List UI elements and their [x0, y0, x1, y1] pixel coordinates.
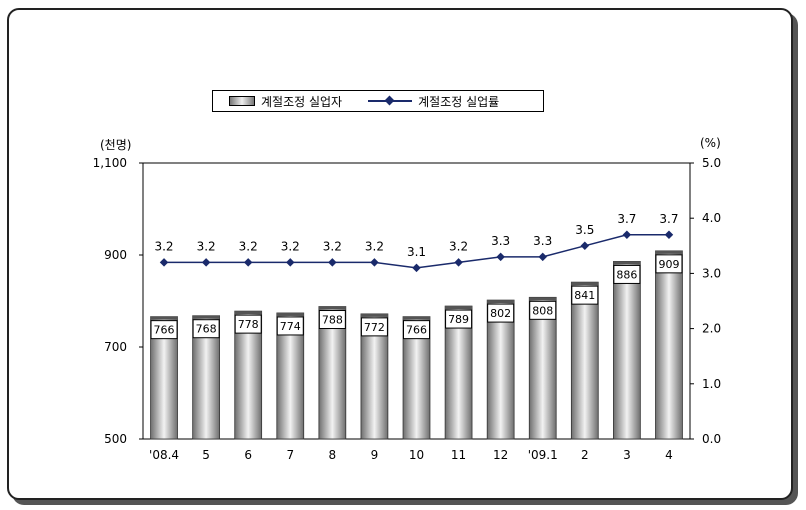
right-axis-unit: (%): [700, 136, 721, 150]
legend-item-line: 계절조정 실업률: [368, 93, 499, 110]
rate-value-label: 3.2: [449, 239, 468, 253]
rate-marker: [201, 258, 211, 267]
rate-value-label: 3.2: [323, 239, 342, 253]
bar-value-label-box: [150, 320, 178, 340]
legend-bar-swatch: [229, 96, 255, 106]
bar-top-edge: [234, 311, 262, 315]
bar-value-label-box: [655, 254, 683, 274]
legend-line-label: 계절조정 실업률: [418, 94, 500, 109]
x-tick-label: 9: [371, 448, 379, 462]
x-tick-label: 5: [202, 448, 210, 462]
legend-line-marker: [368, 96, 413, 106]
bar-value-label: 772: [364, 321, 385, 334]
x-tick-label: 4: [665, 448, 673, 462]
bar: [528, 296, 557, 440]
bar-value-label: 886: [616, 268, 637, 281]
x-tick-label: 12: [493, 448, 508, 462]
bar-top-edge: [613, 261, 641, 265]
bar-top-edge: [318, 306, 346, 310]
bar-value-label: 774: [280, 320, 301, 333]
bar-top-edge: [276, 312, 304, 316]
rate-value-label: 3.3: [491, 234, 510, 248]
right-axis-tick-label: 4.0: [702, 211, 721, 225]
bar-top-edge: [571, 282, 599, 286]
bar-value-label: 808: [532, 304, 553, 317]
bar: [570, 281, 599, 440]
bar-top-edge: [360, 313, 388, 317]
bar-value-label-box: [318, 310, 346, 330]
rate-value-label: 3.5: [575, 223, 594, 237]
bar-value-label: 841: [574, 289, 595, 302]
bar: [613, 261, 641, 440]
rate-value-label: 3.7: [659, 212, 678, 226]
rate-marker: [412, 263, 421, 273]
rate-value-label: 3.3: [533, 234, 552, 248]
left-axis-tick-label: 700: [104, 340, 127, 354]
bar-value-label: 909: [658, 258, 679, 271]
rate-value-label: 3.7: [617, 212, 636, 226]
bar-value-label-box: [571, 285, 599, 305]
bar-value-label: 802: [490, 307, 511, 320]
right-axis-tick-label: 2.0: [702, 322, 721, 336]
bar-value-label-box: [613, 264, 641, 284]
right-axis-tick-label: 1.0: [702, 377, 721, 391]
legend: 계절조정 실업자 계절조정 실업률: [212, 90, 544, 112]
bar-top-edge: [529, 297, 557, 301]
rate-marker: [370, 258, 379, 267]
rate-marker: [496, 252, 505, 262]
rate-marker: [159, 258, 169, 267]
x-tick-label: 3: [623, 448, 631, 462]
bar-value-label-box: [487, 303, 515, 323]
bar: [655, 250, 683, 440]
bar-top-edge: [403, 316, 430, 320]
bar-value-label-box: [360, 317, 388, 337]
bar-top-edge: [150, 316, 178, 320]
right-axis-tick-label: 0.0: [702, 432, 721, 446]
bar-value-label-box: [529, 300, 557, 320]
rate-value-label: 3.2: [154, 239, 173, 253]
x-tick-label: 7: [286, 448, 294, 462]
bar-value-label: 766: [406, 324, 427, 337]
x-tick-label: '09.1: [528, 448, 558, 462]
bar-value-label: 768: [196, 323, 217, 336]
rate-marker: [454, 258, 463, 267]
bar-value-label-box: [445, 309, 473, 329]
x-tick-label: '08.4: [149, 448, 179, 462]
rate-value-label: 3.2: [239, 239, 258, 253]
legend-item-bar: 계절조정 실업자: [229, 93, 342, 110]
x-tick-label: 8: [329, 448, 337, 462]
bar-value-label: 778: [238, 318, 259, 331]
bar-top-edge: [655, 250, 683, 254]
right-axis-tick-label: 5.0: [702, 156, 721, 170]
x-tick-label: 6: [244, 448, 252, 462]
rate-marker: [243, 258, 253, 267]
x-tick-label: 11: [451, 448, 466, 462]
rate-value-label: 3.2: [281, 239, 300, 253]
bar: [486, 299, 515, 440]
rate-marker: [286, 258, 295, 267]
rate-value-label: 3.2: [365, 239, 384, 253]
x-tick-label: 2: [581, 448, 589, 462]
rate-value-label: 3.1: [407, 245, 426, 259]
bar-top-edge: [192, 315, 220, 319]
bar-value-label-box: [276, 316, 304, 336]
left-axis-unit: (천명): [100, 138, 132, 152]
bar-top-edge: [445, 306, 473, 310]
left-axis-tick-label: 900: [104, 248, 127, 262]
bar-value-label: 788: [322, 314, 343, 327]
bar-value-label-box: [192, 319, 220, 339]
left-axis-tick-label: 500: [104, 432, 127, 446]
bar-top-edge: [487, 300, 515, 304]
right-axis-tick-label: 3.0: [702, 266, 721, 280]
left-axis-tick-label: 1,100: [93, 156, 127, 170]
bar-value-label: 789: [448, 313, 469, 326]
bar-value-label-box: [403, 320, 430, 340]
rate-marker: [328, 258, 337, 267]
bar-value-label: 766: [154, 324, 175, 337]
bar-value-label-box: [234, 314, 262, 334]
rate-value-label: 3.2: [197, 239, 216, 253]
legend-bar-label: 계절조정 실업자: [261, 94, 343, 109]
x-tick-label: 10: [409, 448, 424, 462]
